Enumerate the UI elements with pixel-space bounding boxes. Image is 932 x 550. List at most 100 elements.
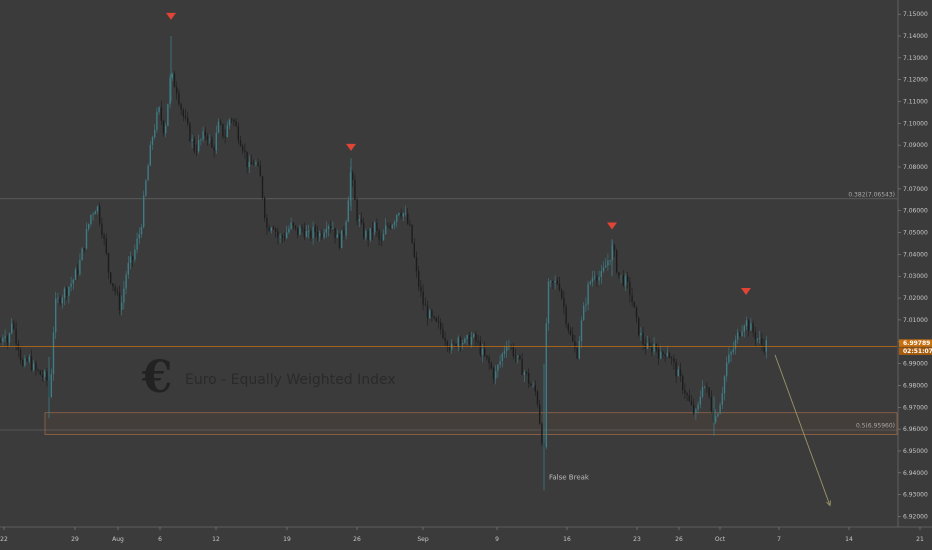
candle-body <box>244 150 246 152</box>
candle-body <box>242 146 244 151</box>
candle-body <box>488 357 490 364</box>
candle-body <box>158 107 160 113</box>
candle-body <box>589 282 591 284</box>
candle-body <box>264 197 266 218</box>
candle-body <box>446 341 448 348</box>
candle-body <box>466 335 468 339</box>
candle-body <box>407 212 409 224</box>
candle-body <box>46 371 48 381</box>
candle-body <box>404 212 407 214</box>
candle-body <box>209 138 211 140</box>
sell-signal-triangle-icon <box>166 12 176 20</box>
candle-body <box>422 291 424 305</box>
candle-body <box>565 306 567 324</box>
candle-body <box>756 338 759 340</box>
candle-body <box>534 385 536 392</box>
candle-body <box>312 226 314 239</box>
candle-body <box>596 276 598 281</box>
candle-body <box>503 350 506 354</box>
candle-body <box>433 316 435 318</box>
candle-body <box>605 265 607 268</box>
candle-body <box>211 138 213 148</box>
candle-body <box>125 274 127 289</box>
candle-body <box>222 124 224 137</box>
candle-body <box>325 229 327 233</box>
candle-body <box>728 354 730 363</box>
candle-body <box>81 248 83 261</box>
candle-body <box>96 206 99 212</box>
sell-signal-triangle-icon <box>607 222 617 230</box>
candle-body <box>308 230 310 232</box>
time-tick-label: 16 <box>563 536 571 543</box>
candle-body <box>118 292 121 311</box>
candle-body <box>314 226 316 232</box>
candle-body <box>448 347 451 350</box>
candle-body <box>484 348 486 356</box>
candle-body <box>200 139 202 141</box>
candle-body <box>332 227 334 229</box>
time-tick-label: 6 <box>158 536 162 543</box>
candle-body <box>189 123 191 142</box>
candle-body <box>250 161 253 165</box>
candle-body <box>732 349 734 353</box>
candle-body <box>266 217 268 228</box>
candle-body <box>550 280 552 282</box>
candle-body <box>261 176 264 198</box>
candle-body <box>391 225 393 229</box>
candle-body <box>281 235 283 237</box>
candle-body <box>341 230 343 249</box>
price-tick-label: 7.02000 <box>903 295 928 302</box>
candle-body <box>303 228 305 237</box>
candle-body <box>706 386 708 388</box>
candle-body <box>431 310 433 317</box>
candle-body <box>0 341 2 343</box>
candle-body <box>752 323 754 333</box>
candle-body <box>235 121 237 127</box>
candle-body <box>385 225 387 235</box>
candle-body <box>327 226 330 230</box>
candle-body <box>468 335 470 345</box>
candle-body <box>77 269 79 275</box>
candle-body <box>442 329 444 338</box>
candle-body <box>699 396 701 405</box>
euro-symbol-icon: € <box>141 352 173 403</box>
candle-body <box>19 349 22 361</box>
candle-body <box>323 232 325 238</box>
candle-body <box>554 280 556 283</box>
candle-body <box>512 346 514 357</box>
candle-body <box>246 151 248 168</box>
candle-body <box>481 348 484 355</box>
watermark-title: Euro - Equally Weighted Index <box>185 372 396 388</box>
candle-body <box>631 295 633 302</box>
countdown-badge <box>899 347 932 355</box>
candle-body <box>569 330 572 335</box>
candle-body <box>561 289 563 298</box>
candle-body <box>28 356 30 361</box>
candle-body <box>501 353 503 361</box>
candle-body <box>400 212 402 217</box>
time-tick-label: 9 <box>495 536 499 543</box>
candle-body <box>411 224 413 243</box>
time-tick-label: 22 <box>0 536 8 543</box>
candle-body <box>338 234 341 249</box>
price-tick-label: 7.01000 <box>903 317 928 324</box>
time-tick-label: 7 <box>777 536 781 543</box>
candle-body <box>387 225 389 227</box>
candle-body <box>358 219 360 222</box>
candle-body <box>528 372 530 384</box>
false-break-label: False Break <box>549 473 590 481</box>
candle-body <box>112 283 114 287</box>
candle-body <box>697 404 699 410</box>
candle-body <box>761 338 763 346</box>
candle-body <box>563 297 565 307</box>
candle-body <box>231 119 233 121</box>
candle-body <box>712 410 715 422</box>
candle-body <box>167 104 169 126</box>
candle-body <box>609 260 611 261</box>
candle-body <box>330 226 332 228</box>
current-price-badge <box>899 339 932 347</box>
candle-body <box>633 301 635 308</box>
candle-body <box>376 222 378 231</box>
candle-body <box>74 269 77 280</box>
candle-body <box>268 227 270 231</box>
